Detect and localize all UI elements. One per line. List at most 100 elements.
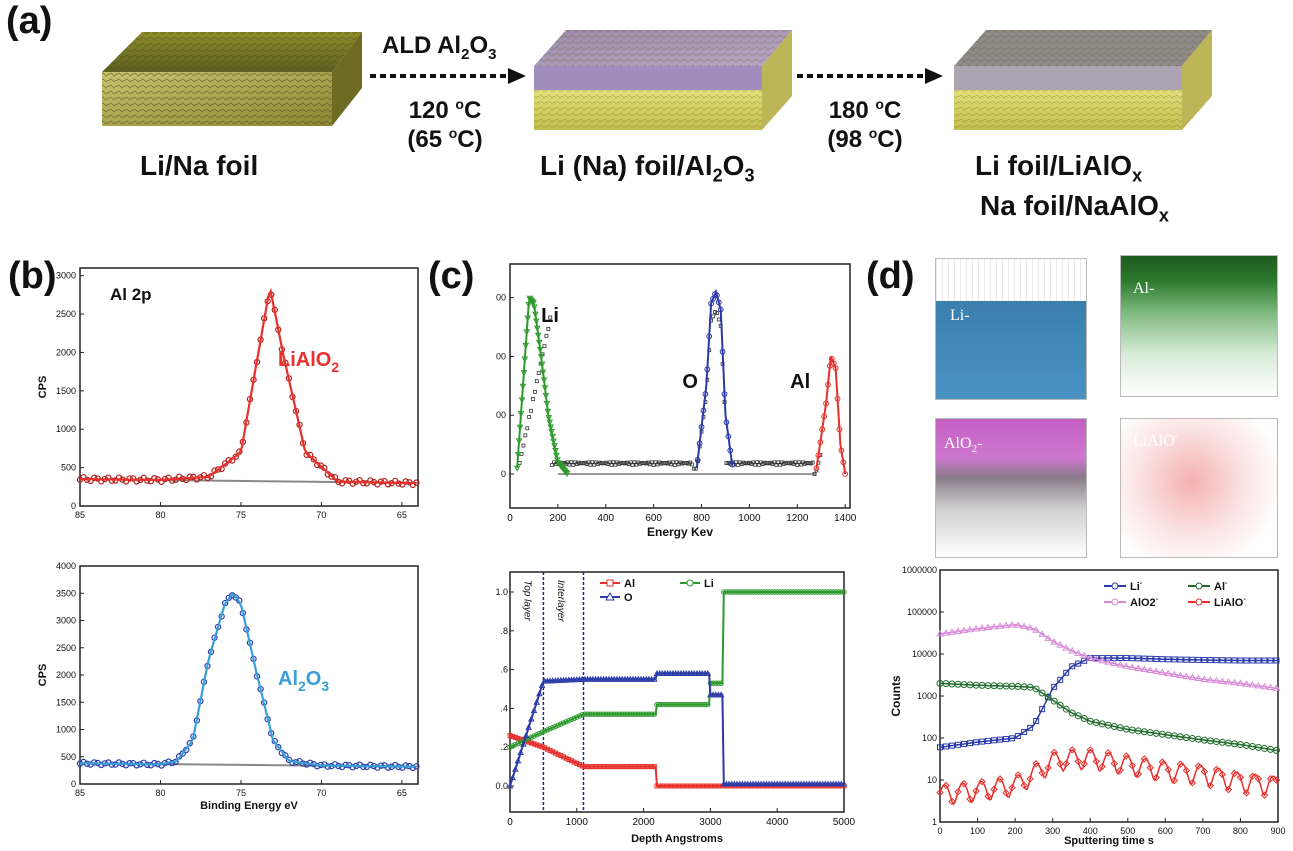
series-line — [516, 295, 568, 475]
data-point — [1063, 669, 1070, 676]
data-point — [1081, 657, 1088, 664]
data-point — [1140, 755, 1149, 763]
data-point — [644, 461, 648, 466]
data-point — [672, 463, 677, 468]
data-point — [745, 461, 750, 466]
data-point — [607, 460, 612, 465]
data-point — [151, 759, 158, 767]
data-point — [98, 761, 105, 769]
tick-label: 00 — [496, 410, 506, 420]
tick-label: 00 — [496, 293, 506, 303]
data-point — [1014, 771, 1022, 779]
tick-label: 2000 — [632, 817, 655, 828]
tick-label: 1000 — [917, 691, 937, 701]
element-label: Al 2p — [110, 285, 152, 304]
data-point — [651, 463, 656, 467]
arrow1-temp: 120 oC (65 oC) — [407, 96, 483, 153]
data-point — [1146, 764, 1155, 772]
x-axis-label: Depth Angstroms — [631, 833, 723, 845]
data-point — [1039, 706, 1046, 713]
data-point — [978, 777, 986, 786]
plot-frame — [509, 571, 845, 813]
data-point — [1080, 715, 1088, 723]
data-point — [527, 415, 532, 419]
data-point — [542, 344, 547, 349]
tick-label: 5000 — [833, 817, 856, 828]
data-point — [783, 460, 788, 465]
data-point — [186, 473, 193, 480]
data-point — [803, 461, 807, 466]
data-point — [619, 460, 623, 465]
data-point — [1044, 693, 1052, 701]
legend-marker — [1111, 598, 1119, 606]
data-point — [544, 333, 549, 338]
arrow-1 — [370, 68, 526, 84]
data-point — [1002, 789, 1010, 797]
data-point — [628, 460, 633, 465]
data-point — [966, 795, 974, 803]
data-point — [310, 456, 317, 463]
tick-label: 70 — [316, 510, 326, 520]
tick-label: 3000 — [699, 817, 722, 828]
data-point — [548, 315, 553, 320]
data-point — [714, 311, 719, 316]
tick-label: 1500 — [56, 386, 76, 396]
data-point — [655, 462, 660, 467]
tick-label: 75 — [236, 788, 246, 798]
arrow2-temp: 180 oC (98 oC) — [827, 96, 903, 153]
data-point — [1134, 770, 1143, 778]
data-point — [133, 762, 140, 769]
data-point — [1068, 709, 1076, 717]
legend-label: Li- — [1130, 580, 1143, 593]
data-point — [1248, 772, 1257, 781]
plot-frame — [509, 263, 851, 509]
series-line — [509, 591, 844, 749]
data-point — [80, 758, 87, 766]
tick-label: 500 — [61, 463, 76, 473]
x-axis-label: Sputtering time s — [1064, 835, 1154, 847]
data-point — [948, 797, 956, 806]
data-point — [409, 764, 417, 772]
data-point — [1110, 759, 1118, 768]
data-point — [1116, 766, 1124, 775]
data-point — [691, 466, 696, 471]
data-point — [693, 466, 698, 471]
tick-label: 00 — [496, 351, 506, 361]
data-point — [954, 788, 962, 796]
legend-label: O — [624, 592, 633, 604]
data-point — [634, 462, 639, 467]
data-point — [563, 470, 571, 477]
legend-label: LiAlO- — [1214, 596, 1246, 609]
tick-label: 200 — [1008, 826, 1023, 836]
tick-label: 3000 — [56, 271, 76, 281]
tick-label: 0 — [937, 826, 942, 836]
data-point — [550, 463, 555, 467]
data-point — [669, 462, 673, 467]
data-point — [743, 461, 748, 466]
data-point — [214, 466, 222, 473]
data-point — [755, 460, 759, 465]
stage-label-bare: Li/Na foil — [140, 150, 259, 181]
tick-label: .4 — [500, 703, 508, 713]
data-point — [523, 433, 528, 438]
data-point — [328, 473, 335, 480]
data-point — [1038, 689, 1046, 697]
data-point — [776, 460, 781, 465]
data-point — [1254, 775, 1263, 783]
data-point — [984, 792, 992, 800]
legend-label: Al- — [1214, 580, 1228, 593]
data-point — [805, 460, 809, 465]
tick-label: 1400 — [834, 513, 857, 524]
data-point — [586, 460, 591, 465]
data-point — [402, 762, 409, 769]
stage-label-coated: Li (Na) foil/Al2O3 — [540, 150, 755, 186]
data-point — [525, 426, 530, 431]
tick-label: 300 — [1045, 826, 1060, 836]
data-point — [598, 460, 602, 465]
tick-label: 70 — [316, 788, 326, 798]
data-point — [1182, 766, 1191, 775]
cube-label-lialo: LiAlO- — [1133, 431, 1179, 450]
tof-cube-al: Al- — [1120, 255, 1278, 397]
data-point — [1062, 759, 1070, 768]
